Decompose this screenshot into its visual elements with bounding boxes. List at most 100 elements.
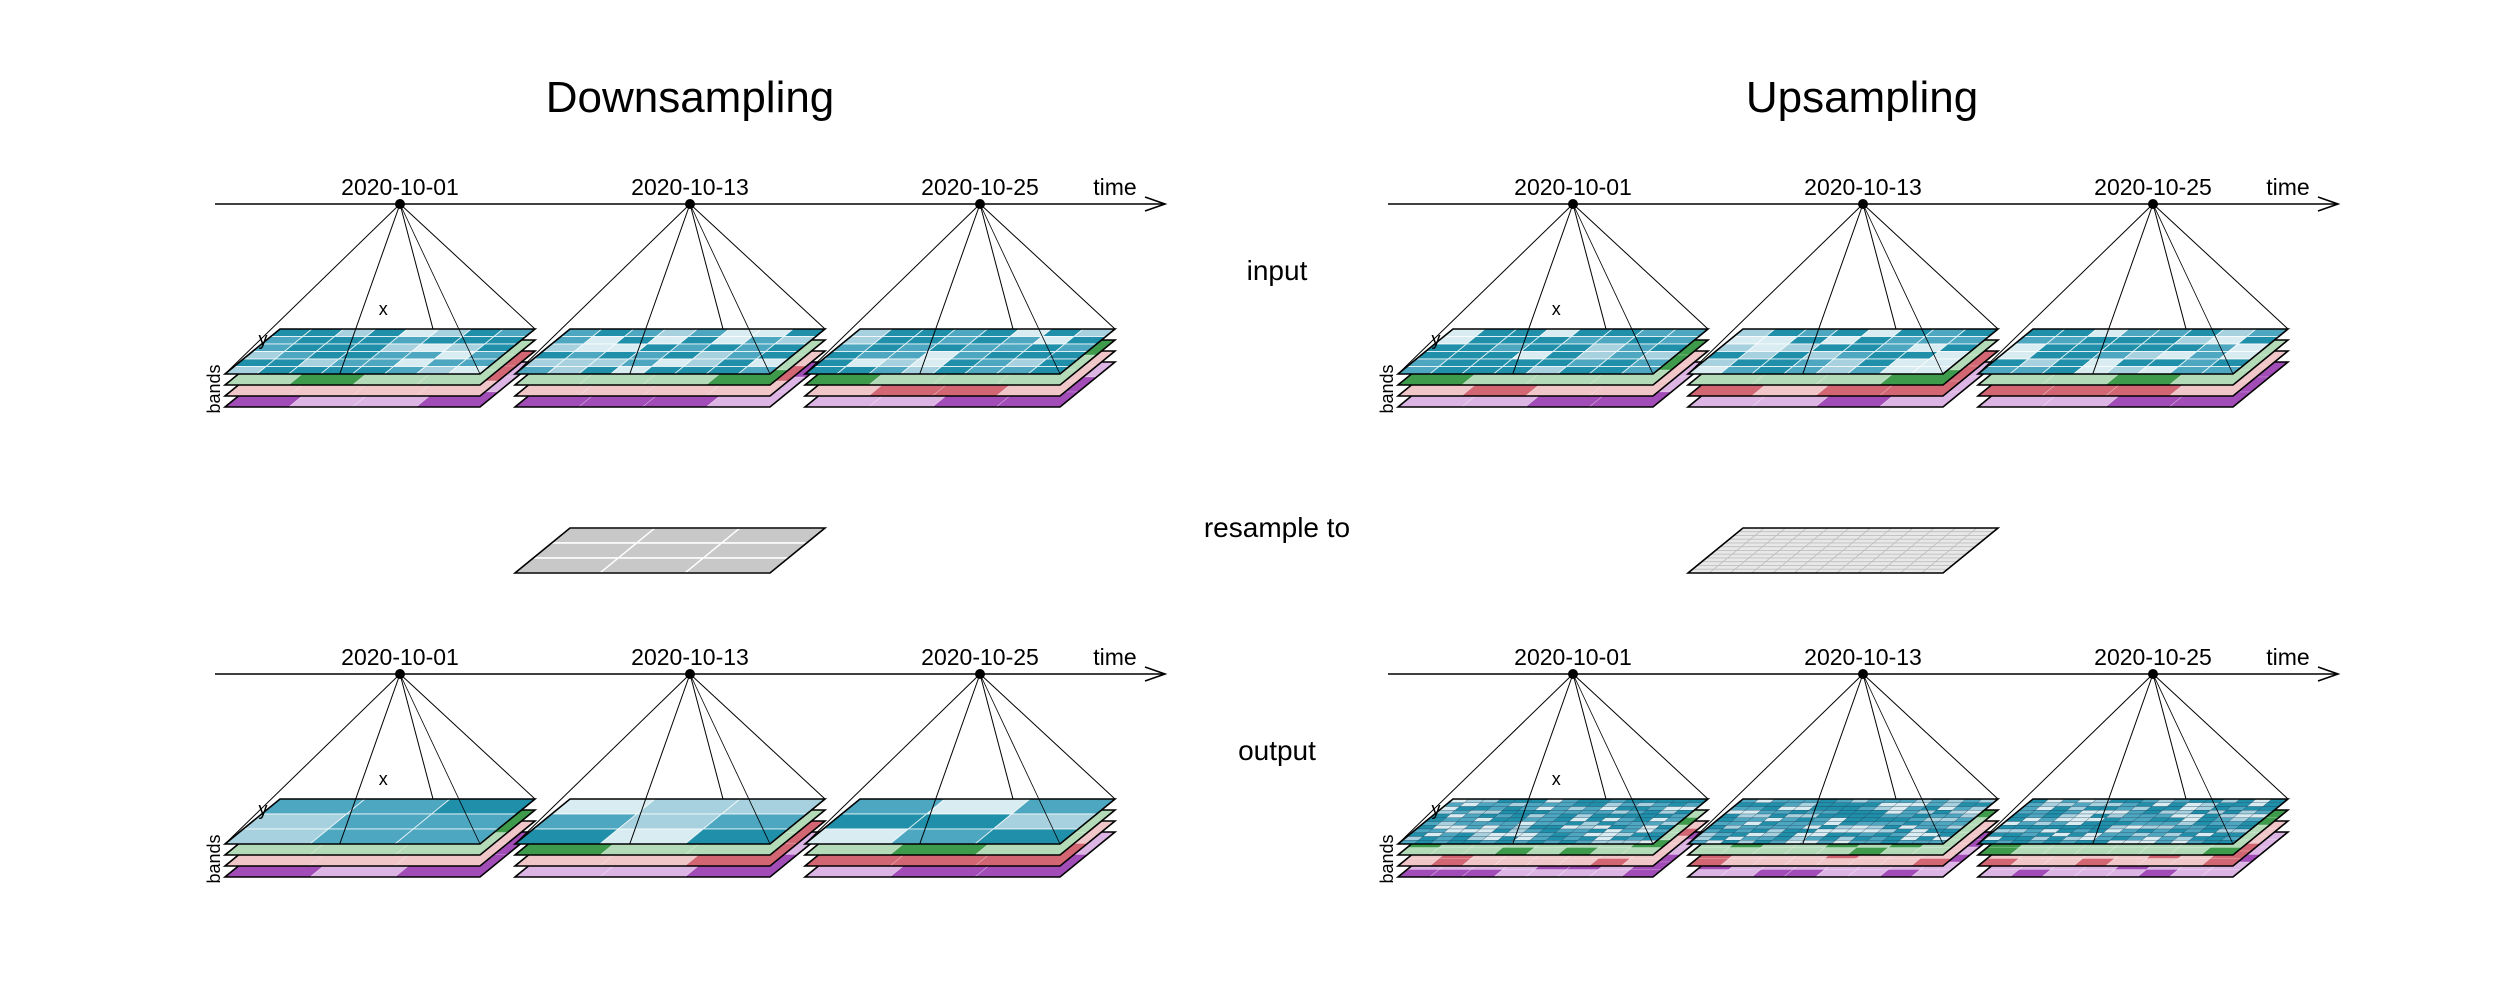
data-cube [802,203,1118,408]
pyramid-line [339,673,401,845]
pyramid-line [804,203,981,375]
pyramid-line [2152,673,2234,845]
date-label: 2020-10-13 [1804,174,1922,200]
pyramid-line [1977,673,2154,845]
pyramid-line [224,673,401,845]
axis-label-bands: bands [204,364,224,413]
timeline: time 2020-10-01 2020-10-13 2020-10-25 [215,174,1168,212]
pyramid-line [629,203,691,375]
pyramid-line [979,203,1014,330]
axis-label-bands: bands [204,834,224,883]
axis-label-y: y [1432,799,1441,819]
date-label: 2020-10-13 [631,174,749,200]
axis-label-bands: bands [1377,834,1397,883]
data-cube [1975,203,2291,408]
pyramid-line [399,203,536,330]
pyramid-line [979,203,1116,330]
date-label: 2020-10-01 [1514,174,1632,200]
data-cube [1685,203,2001,408]
pyramid-line [919,203,981,375]
pyramid-line [399,203,434,330]
date-label: 2020-10-25 [2094,174,2212,200]
data-cube: x y bands [204,673,538,884]
pyramid-line [689,203,724,330]
pyramid-line [689,203,771,375]
data-cube: x y bands [1377,673,1711,884]
pyramid-line [1862,203,1944,375]
time-axis-label: time [1093,644,1136,670]
pyramid-line [1862,673,1944,845]
label-resample-to: resample to [1204,512,1350,543]
drawing-layer: time 2020-10-01 2020-10-13 2020-10-25 x y band… [204,174,2341,884]
pyramid-line [224,203,401,375]
resample-grid-outline [1685,527,2001,574]
date-label: 2020-10-13 [1804,644,1922,670]
label-input: input [1247,255,1308,286]
pyramid-line [979,673,1116,800]
date-label: 2020-10-01 [1514,644,1632,670]
pyramid-line [629,673,691,845]
panel-title-downsampling: Downsampling [546,73,835,122]
pyramid-line [1802,673,1864,845]
data-cube [1975,673,2291,878]
pyramid-line [689,673,826,800]
time-axis-label: time [2266,174,2309,200]
axis-label-x: x [1552,299,1561,319]
pyramid-line [514,203,691,375]
panel-title-upsampling: Upsampling [1746,73,1978,122]
pyramid-line [1397,673,1574,845]
pyramid-line [2152,203,2187,330]
axis-label-x: x [379,299,388,319]
pyramid-line [2092,673,2154,845]
pyramid-line [1572,673,1654,845]
axis-label-y: y [259,329,268,349]
pyramid-line [1572,673,1607,800]
pyramid-line [1397,203,1574,375]
pyramid-line [1572,203,1709,330]
pyramid-line [689,673,724,800]
pyramid-line [804,673,981,845]
time-axis-label: time [2266,644,2309,670]
date-label: 2020-10-25 [921,174,1039,200]
date-label: 2020-10-01 [341,644,459,670]
date-label: 2020-10-25 [2094,644,2212,670]
pyramid-line [399,673,481,845]
pyramid-line [1862,673,1999,800]
pyramid-line [1572,203,1607,330]
pyramid-line [1512,673,1574,845]
data-cube [512,203,828,408]
pyramid-line [919,673,981,845]
pyramid-line [339,203,401,375]
date-label: 2020-10-01 [341,174,459,200]
pyramid-line [689,673,771,845]
pyramid-line [979,673,1061,845]
axis-label-y: y [1432,329,1441,349]
pyramid-line [1512,203,1574,375]
axis-label-y: y [259,799,268,819]
pyramid-line [1862,203,1897,330]
pyramid-line [689,203,826,330]
pyramid-line [2152,203,2234,375]
pyramid-line [2152,673,2289,800]
pyramid-line [1802,203,1864,375]
timeline: time 2020-10-01 2020-10-13 2020-10-25 [1388,644,2341,682]
pyramid-line [1977,203,2154,375]
data-cube: x y bands [1377,203,1711,414]
pyramid-line [399,673,434,800]
time-axis-arrow [2317,196,2341,212]
pyramid-line [1572,203,1654,375]
pyramid-line [1572,673,1709,800]
pyramid-line [979,203,1061,375]
axis-label-bands: bands [1377,364,1397,413]
pyramid-line [2152,673,2187,800]
pyramid-line [1862,203,1999,330]
data-cube [802,673,1118,878]
pyramid-line [399,673,536,800]
pyramid-line [1687,673,1864,845]
time-axis-arrow [2317,666,2341,682]
date-label: 2020-10-13 [631,644,749,670]
date-label: 2020-10-25 [921,644,1039,670]
time-axis-label: time [1093,174,1136,200]
pyramid-line [514,673,691,845]
